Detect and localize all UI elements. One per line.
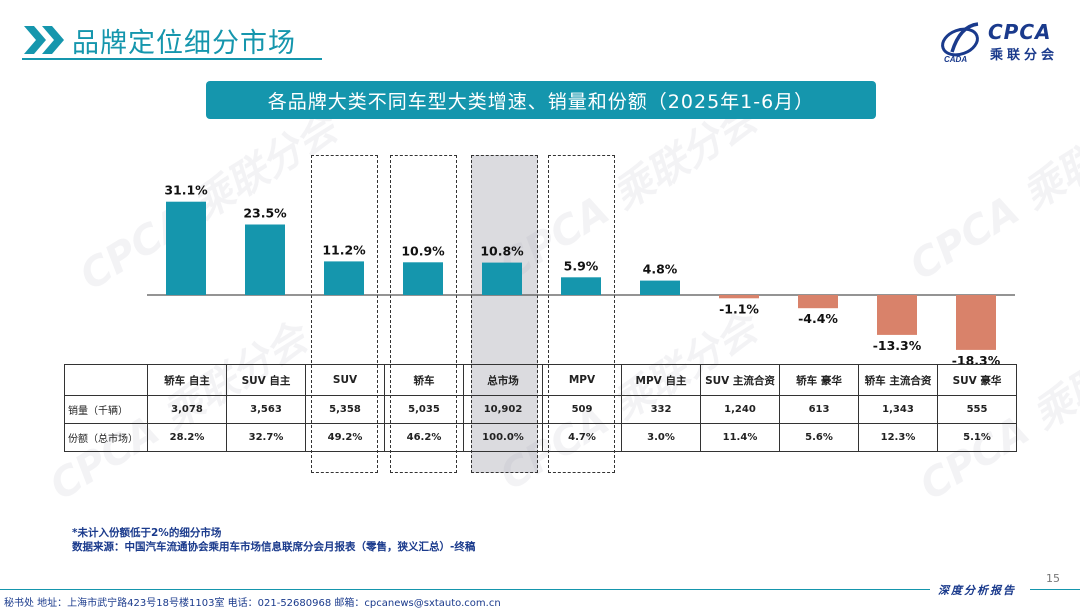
table-cell: 3.0% (621, 423, 701, 452)
table-header-cell: MPV (542, 364, 622, 396)
table-cell: 1,343 (858, 395, 938, 424)
row-label-share: 份额（总市场） (64, 423, 148, 452)
logo-subtext: 乘联分会 (990, 48, 1059, 63)
title-underline (22, 58, 322, 60)
note-line: *未计入份额低于2%的细分市场 (72, 527, 222, 539)
data-label: 31.1% (164, 183, 208, 198)
table-header-cell: SUV 主流合资 (700, 364, 780, 396)
bar (403, 262, 443, 295)
table-cell: 12.3% (858, 423, 938, 452)
table-cell: 5,358 (305, 395, 385, 424)
footer-divider (1030, 589, 1080, 590)
footer-contact: 秘书处 地址：上海市武宁路423号18号楼1103室 电话：021-526809… (4, 598, 501, 608)
table-cell: 555 (937, 395, 1017, 424)
double-chevron-icon (24, 26, 64, 54)
source-line: 数据来源：中国汽车流通协会乘用车市场信息联席分会月报表（零售，狭义汇总）-终稿 (72, 541, 476, 553)
source-notes: *未计入份额低于2%的细分市场 数据来源：中国汽车流通协会乘用车市场信息联席分会… (72, 526, 475, 554)
page-header: 品牌定位细分市场 (22, 20, 296, 60)
logo-text: CPCA (988, 20, 1052, 44)
row-label-sales: 销量（千辆） (64, 395, 148, 424)
table-header-cell: 轿车 自主 (147, 364, 227, 396)
table-cell: 3,563 (226, 395, 306, 424)
data-label: 10.9% (401, 243, 445, 258)
table-cell: 28.2% (147, 423, 227, 452)
table-cell: 32.7% (226, 423, 306, 452)
table-corner-cell (64, 364, 148, 396)
data-table: 轿车 自主 SUV 自主 SUV 轿车 总市场 MPV MPV 自主 SUV 主… (64, 364, 1017, 452)
table-row-sales: 销量（千辆） 3,078 3,563 5,358 5,035 10,902 50… (64, 395, 1017, 424)
table-cell: 1,240 (700, 395, 780, 424)
bar (324, 261, 364, 295)
table-cell: 5.6% (779, 423, 859, 452)
svg-text:CADA: CADA (944, 55, 967, 64)
data-label: -13.3% (873, 338, 922, 353)
table-header-cell: 总市场 (463, 364, 543, 396)
bar (166, 201, 206, 295)
data-label: 10.8% (480, 244, 524, 259)
table-cell: 332 (621, 395, 701, 424)
table-cell: 509 (542, 395, 622, 424)
table-cell: 5,035 (384, 395, 464, 424)
cpca-logo: CADA CPCA 乘联分会 (938, 18, 1062, 64)
table-cell: 10,902 (463, 395, 543, 424)
bar (719, 295, 759, 299)
table-cell: 613 (779, 395, 859, 424)
table-header-cell: SUV (305, 364, 385, 396)
data-label: -1.1% (719, 301, 759, 316)
cpca-logo-mark-icon: CADA (941, 22, 979, 64)
bar (640, 280, 680, 295)
table-cell: 4.7% (542, 423, 622, 452)
table-cell: 11.4% (700, 423, 780, 452)
data-label: 11.2% (322, 242, 366, 257)
bar (561, 277, 601, 295)
data-label: 23.5% (243, 206, 287, 221)
table-cell: 49.2% (305, 423, 385, 452)
table-cell: 46.2% (384, 423, 464, 452)
table-header-cell: MPV 自主 (621, 364, 701, 396)
footer-report-label: 深度分析报告 (938, 584, 1016, 597)
table-header-cell: SUV 自主 (226, 364, 306, 396)
table-cell: 5.1% (937, 423, 1017, 452)
table-header-cell: 轿车 主流合资 (858, 364, 938, 396)
table-cell: 100.0% (463, 423, 543, 452)
bar (956, 295, 996, 350)
table-row-share: 份额（总市场） 28.2% 32.7% 49.2% 46.2% 100.0% 4… (64, 423, 1017, 452)
page-title: 品牌定位细分市场 (72, 27, 296, 59)
bar (245, 224, 285, 295)
data-label: 4.8% (643, 262, 678, 277)
bar (482, 262, 522, 295)
table-header-cell: SUV 豪华 (937, 364, 1017, 396)
table-header-cell: 轿车 (384, 364, 464, 396)
chart-subtitle: 各品牌大类不同车型大类增速、销量和份额（2025年1-6月） (206, 81, 876, 119)
bar (877, 295, 917, 335)
data-label: 5.9% (564, 258, 599, 273)
page-number: 15 (1046, 572, 1060, 585)
table-header-row: 轿车 自主 SUV 自主 SUV 轿车 总市场 MPV MPV 自主 SUV 主… (64, 364, 1017, 396)
table-header-cell: 轿车 豪华 (779, 364, 859, 396)
data-label: -4.4% (798, 311, 838, 326)
table-cell: 3,078 (147, 395, 227, 424)
bar (798, 295, 838, 309)
footer-divider (0, 589, 930, 590)
